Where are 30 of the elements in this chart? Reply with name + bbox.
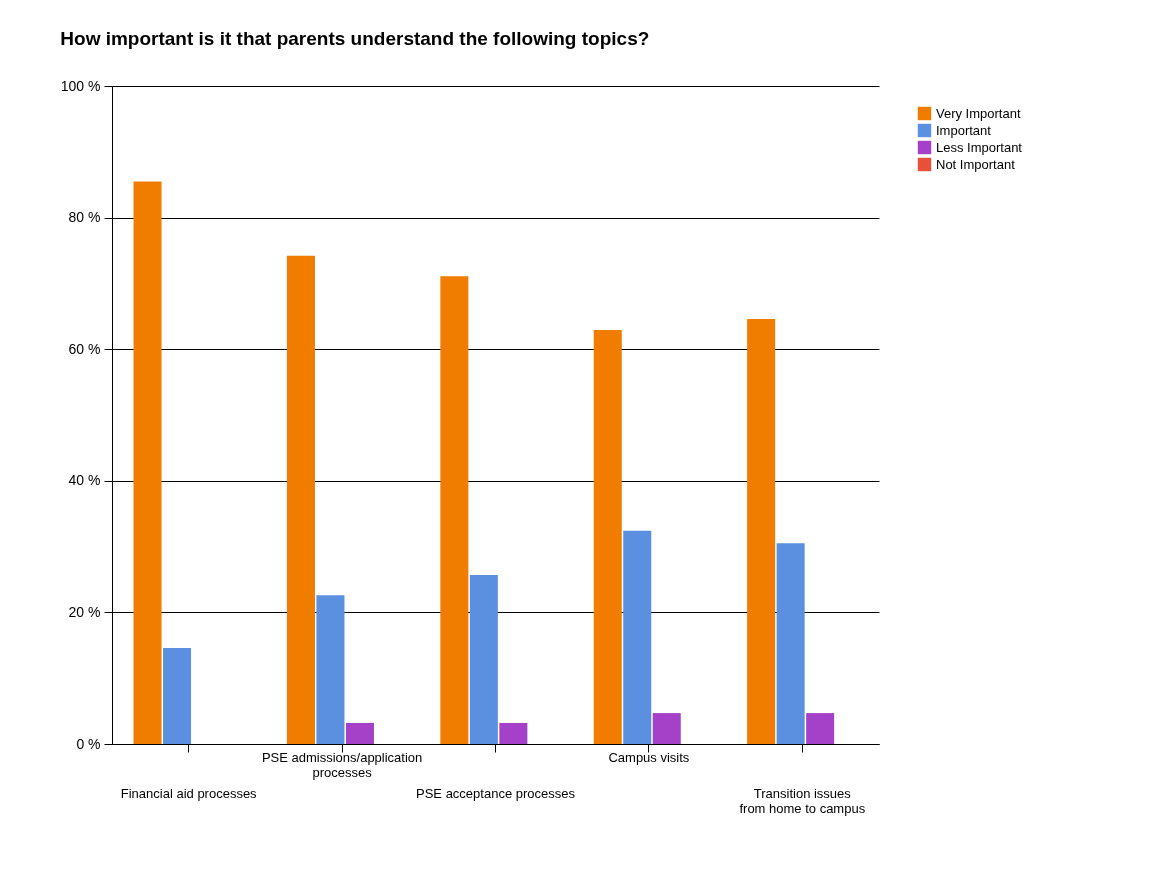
bar (286, 255, 315, 744)
bar (806, 713, 835, 744)
legend-label: Less Important (936, 139, 1023, 155)
bar (345, 722, 374, 744)
y-tick-label: 40 % (68, 472, 101, 489)
x-tick-label: Transition issues from home to campus (739, 786, 866, 816)
bar (593, 330, 622, 744)
bar (652, 713, 681, 744)
legend-label: Important (936, 122, 992, 138)
bar (440, 276, 469, 744)
bar (499, 722, 528, 744)
bar (469, 574, 498, 744)
bar (747, 318, 776, 744)
legend-label: Not Important (936, 156, 1016, 172)
chart-title: How important is it that parents understand the following topics? (60, 28, 650, 49)
x-tick-label: Financial aid processes (120, 786, 258, 801)
x-tick-label: PSE acceptance processes (416, 786, 576, 801)
x-tick-label: PSE admissions/application processes (261, 750, 423, 780)
y-tick-label: 100 % (60, 77, 101, 94)
bar (623, 530, 652, 744)
y-tick-label: 20 % (68, 603, 101, 620)
bar (776, 543, 805, 744)
y-tick-label: 0 % (76, 735, 101, 752)
bar (133, 181, 162, 744)
y-tick-label: 60 % (68, 340, 101, 357)
y-tick-label: 80 % (68, 209, 101, 226)
bar (163, 647, 192, 744)
legend-label: Very Important (936, 105, 1021, 121)
bar (316, 595, 345, 744)
x-tick-label: Campus visits (608, 750, 690, 765)
